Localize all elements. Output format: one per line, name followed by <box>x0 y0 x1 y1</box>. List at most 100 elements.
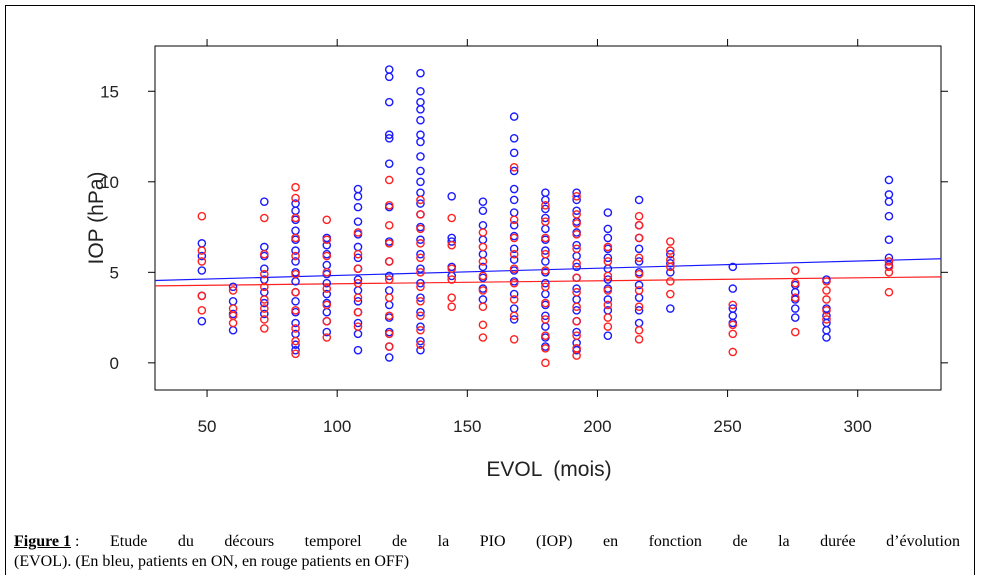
point-on <box>478 197 488 207</box>
point-off <box>790 293 800 302</box>
point-off <box>478 271 488 281</box>
point-off <box>197 246 207 255</box>
point-off <box>509 249 519 259</box>
point-on <box>790 313 800 322</box>
point-off <box>384 239 394 248</box>
point-off <box>260 213 269 223</box>
point-off <box>603 286 613 295</box>
point-on <box>353 345 363 355</box>
point-off <box>884 262 894 272</box>
point-off <box>447 293 457 302</box>
point-off <box>572 287 581 297</box>
point-on <box>634 280 644 290</box>
point-off <box>260 295 269 304</box>
point-off <box>384 201 394 210</box>
point-off <box>666 289 675 299</box>
point-on <box>416 336 425 346</box>
point-off <box>416 239 425 248</box>
point-on <box>291 318 300 328</box>
point-off <box>447 275 457 284</box>
point-on <box>603 295 613 304</box>
point-on <box>572 206 581 216</box>
point-off <box>572 273 581 283</box>
point-off <box>353 293 363 302</box>
point-on <box>260 197 269 207</box>
tick-labels: 50 100 150 200 250 300 0 5 10 15 <box>100 82 872 436</box>
point-off <box>728 300 738 310</box>
point-on <box>384 72 394 82</box>
caption-word: décours <box>224 533 275 550</box>
point-off <box>353 249 363 259</box>
point-off <box>603 242 613 252</box>
point-on <box>416 115 425 125</box>
point-on <box>447 237 457 246</box>
point-off <box>509 233 519 243</box>
point-off <box>572 229 581 239</box>
point-on <box>884 235 894 245</box>
point-on <box>728 284 738 293</box>
point-off <box>291 193 300 203</box>
point-off <box>291 213 300 223</box>
point-off <box>260 324 269 333</box>
point-off <box>572 244 581 254</box>
point-on <box>666 268 675 277</box>
point-off <box>260 282 269 292</box>
point-on <box>790 304 800 313</box>
point-on <box>634 306 644 315</box>
point-on <box>416 177 425 187</box>
point-off <box>884 257 894 266</box>
point-off <box>541 315 550 324</box>
point-on <box>666 249 675 259</box>
point-off <box>572 219 581 228</box>
caption-word: en <box>602 533 619 550</box>
point-off <box>260 304 269 313</box>
point-on <box>541 246 550 255</box>
point-on <box>509 148 519 158</box>
point-on <box>884 197 894 207</box>
point-off <box>884 287 894 297</box>
point-on <box>541 195 550 205</box>
point-off <box>416 210 425 219</box>
point-off <box>603 313 613 322</box>
point-off <box>509 335 519 344</box>
point-off <box>478 228 488 237</box>
point-on <box>541 213 550 223</box>
caption-word: de <box>392 533 408 550</box>
point-on <box>197 316 207 326</box>
point-off <box>666 246 675 255</box>
point-on <box>322 278 332 288</box>
point-on <box>478 262 488 272</box>
point-on <box>509 166 519 176</box>
y-tick-label: 5 <box>110 263 119 282</box>
x-tick-label: 250 <box>713 417 741 436</box>
point-off <box>666 237 675 246</box>
point-on <box>416 278 425 288</box>
point-off <box>416 195 425 205</box>
point-off <box>509 215 519 225</box>
point-off <box>572 316 581 326</box>
caption-word: la <box>778 533 790 550</box>
point-off <box>291 287 300 297</box>
point-on <box>416 68 425 78</box>
point-on <box>603 275 613 284</box>
point-off <box>478 257 488 266</box>
caption-word: Etude <box>110 533 148 550</box>
point-off <box>291 182 300 192</box>
point-on <box>291 296 300 306</box>
point-on <box>603 224 613 234</box>
point-off <box>822 286 831 295</box>
point-off <box>384 257 394 266</box>
point-on <box>603 253 613 263</box>
point-on <box>509 195 519 205</box>
point-off <box>260 249 269 259</box>
point-off <box>447 264 457 273</box>
point-off <box>603 300 613 310</box>
point-off <box>322 251 332 261</box>
point-off <box>447 213 457 223</box>
point-off <box>728 320 738 330</box>
point-off <box>384 293 394 302</box>
point-off <box>478 286 488 295</box>
point-on <box>384 271 394 281</box>
point-off <box>197 257 207 266</box>
point-off <box>322 268 332 277</box>
